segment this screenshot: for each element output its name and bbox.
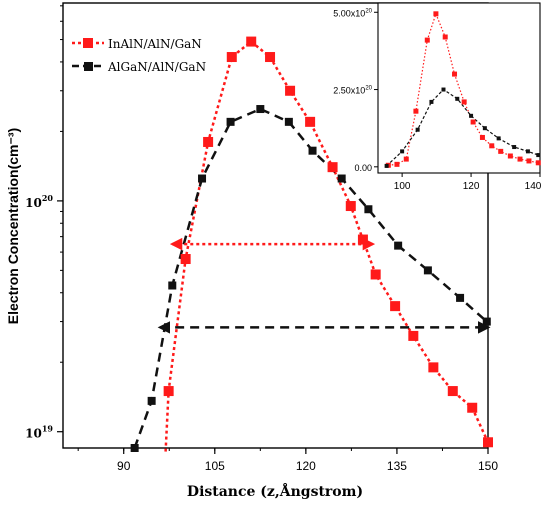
- data-point-inaln-aln-gan: [163, 386, 174, 397]
- inset-data-point-algan-aln-gan: [525, 149, 530, 154]
- data-point-inaln-aln-gan: [483, 437, 493, 448]
- data-point-inaln-aln-gan: [408, 330, 419, 341]
- inset-data-point-algan-aln-gan: [536, 153, 541, 158]
- inset-x-tick-label-140: 140: [525, 181, 542, 192]
- data-point-algan-aln-gan: [147, 396, 156, 405]
- inset-y-tick-label-1: 2.50x1020: [333, 86, 372, 96]
- data-point-inaln-aln-gan: [370, 269, 381, 280]
- inset-plot-layer: 100 120 140 0.00 2.50x1020 5.00x1020: [333, 8, 541, 192]
- data-point-algan-aln-gan: [168, 281, 177, 290]
- data-point-inaln-aln-gan: [390, 301, 401, 312]
- inset-data-point-inaln-aln-gan: [507, 153, 513, 159]
- data-point-inaln-aln-gan: [447, 386, 458, 397]
- data-point-algan-aln-gan: [284, 117, 293, 126]
- data-point-algan-aln-gan: [364, 205, 373, 214]
- legend-label-algan: AlGaN/AlN/GaN: [107, 60, 206, 74]
- main-plot-frame: [62, 2, 489, 449]
- legend-marker-algan: [84, 62, 93, 71]
- inset-data-point-inaln-aln-gan: [413, 108, 419, 114]
- inset-data-point-algan-aln-gan: [469, 113, 474, 118]
- data-point-inaln-aln-gan: [226, 52, 237, 63]
- inset-x-tick-label-100: 100: [394, 181, 411, 192]
- data-point-algan-aln-gan: [456, 293, 465, 302]
- x-tick-label-150: 150: [478, 459, 498, 473]
- inset-data-point-inaln-aln-gan: [517, 156, 523, 162]
- inset-data-point-inaln-aln-gan: [442, 34, 448, 40]
- y-tick-label-1e19: 1019: [25, 424, 53, 441]
- data-point-inaln-aln-gan: [327, 162, 338, 173]
- inset-data-point-algan-aln-gan: [455, 96, 460, 101]
- inset-data-point-inaln-aln-gan: [498, 148, 504, 154]
- inset-data-point-inaln-aln-gan: [470, 119, 476, 125]
- data-point-algan-aln-gan: [226, 117, 235, 126]
- inset-series-line-algan-aln-gan: [386, 88, 539, 167]
- inset-data-point-inaln-aln-gan: [394, 161, 400, 167]
- x-tick-label-105: 105: [205, 459, 225, 473]
- inset-data-point-inaln-aln-gan: [479, 134, 485, 140]
- y-axis-label: Electron Concentration(cm⁻³): [5, 128, 21, 324]
- data-point-algan-aln-gan: [256, 105, 265, 114]
- inset-data-point-inaln-aln-gan: [403, 156, 409, 162]
- inset-data-point-algan-aln-gan: [400, 149, 405, 154]
- inset-data-point-algan-aln-gan: [429, 99, 434, 104]
- data-point-algan-aln-gan: [130, 444, 139, 452]
- x-tick-label-120: 120: [296, 459, 316, 473]
- legend: InAlN/AlN/GaN AlGaN/AlN/GaN: [72, 37, 206, 74]
- data-point-inaln-aln-gan: [428, 362, 439, 373]
- legend-marker-inaln: [83, 38, 93, 48]
- data-point-algan-aln-gan: [198, 174, 207, 183]
- inset-data-point-inaln-aln-gan: [489, 143, 495, 149]
- inset-data-point-algan-aln-gan: [512, 145, 517, 150]
- inset-data-point-inaln-aln-gan: [535, 160, 541, 166]
- inset-y-tick-label-2: 5.00x1020: [333, 8, 372, 18]
- data-point-algan-aln-gan: [337, 174, 346, 183]
- inset-data-point-inaln-aln-gan: [424, 37, 430, 43]
- data-point-inaln-aln-gan: [345, 201, 356, 212]
- inset-data-point-inaln-aln-gan: [526, 158, 532, 164]
- legend-item-algan: AlGaN/AlN/GaN: [72, 60, 206, 74]
- inset-data-point-algan-aln-gan: [441, 87, 446, 92]
- data-point-inaln-aln-gan: [246, 36, 257, 47]
- inset-data-point-algan-aln-gan: [496, 136, 501, 141]
- legend-label-inaln: InAlN/AlN/GaN: [108, 37, 202, 51]
- data-point-algan-aln-gan: [308, 146, 317, 155]
- data-point-inaln-aln-gan: [285, 85, 296, 96]
- inset-data-point-inaln-aln-gan: [461, 99, 467, 105]
- main-plot-layer: 90 105 120 135 150 1020 1019: [25, 5, 498, 473]
- data-point-inaln-aln-gan: [203, 136, 214, 147]
- inset-y-tick-label-0: 0.00: [354, 163, 372, 173]
- y-tick-label-1e20: 1020: [25, 193, 53, 210]
- data-point-inaln-aln-gan: [305, 116, 316, 127]
- inset-data-point-algan-aln-gan: [415, 127, 420, 132]
- series-line-algan-aln-gan: [133, 107, 488, 449]
- data-point-algan-aln-gan: [394, 241, 403, 250]
- data-point-algan-aln-gan: [482, 317, 491, 326]
- data-point-inaln-aln-gan: [467, 402, 478, 413]
- data-point-algan-aln-gan: [423, 266, 432, 275]
- inset-data-point-inaln-aln-gan: [452, 71, 458, 77]
- inset-data-point-inaln-aln-gan: [433, 11, 439, 17]
- data-point-inaln-aln-gan: [265, 52, 276, 63]
- x-tick-label-90: 90: [117, 459, 131, 473]
- legend-item-inaln: InAlN/AlN/GaN: [72, 37, 202, 51]
- x-axis-label: Distance (z,Ångstrom): [187, 482, 363, 500]
- inset-x-tick-label-120: 120: [463, 181, 480, 192]
- inset-data-point-algan-aln-gan: [482, 126, 487, 131]
- inset-data-point-algan-aln-gan: [384, 163, 389, 168]
- x-tick-label-135: 135: [387, 459, 407, 473]
- data-point-inaln-aln-gan: [180, 254, 191, 265]
